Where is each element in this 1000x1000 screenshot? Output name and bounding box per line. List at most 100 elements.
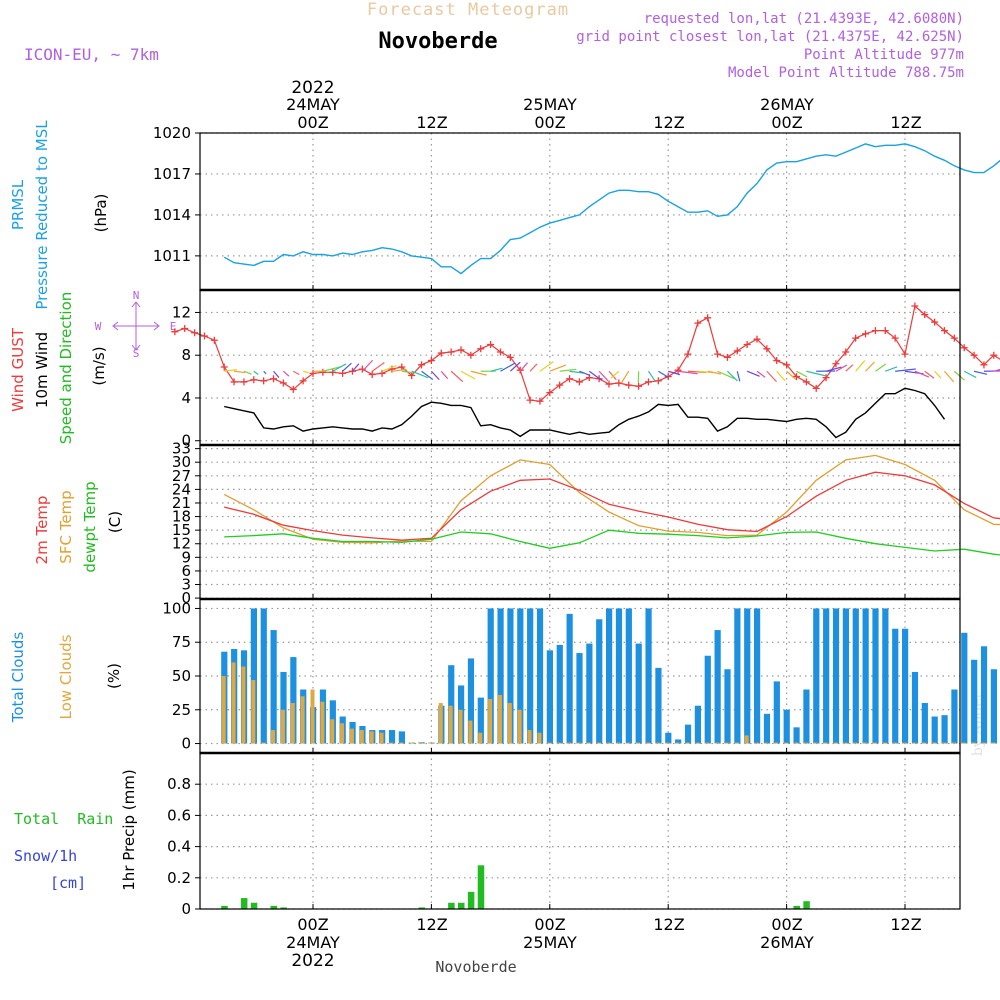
wind-direction-arrow (726, 370, 738, 382)
wind-direction-arrow (707, 370, 722, 375)
total-clouds-bar (388, 730, 396, 744)
wind-direction-arrow (559, 368, 577, 372)
temp-ytick-label: 21 (172, 494, 191, 512)
wind-gust-point (753, 335, 761, 343)
low-clouds-bar (823, 742, 828, 744)
total-clouds-bar (773, 681, 780, 744)
total-clouds-bar (823, 608, 830, 744)
temp-frame (199, 444, 961, 600)
precip-panel-labels: Total Rain Snow/1h [cm] 1hr Precip (mm) (14, 769, 138, 892)
bottom-date-2: 25MAY (523, 933, 577, 952)
wind-direction-arrow (786, 370, 796, 380)
wind-direction-arrow (352, 363, 360, 372)
low-clouds-bar (557, 742, 562, 744)
wind-gust-point (763, 345, 771, 353)
low-clouds-bar (488, 698, 493, 744)
wind-gust-point (862, 330, 870, 338)
total-clouds-bar (448, 665, 455, 744)
wind-direction-arrow (963, 370, 977, 379)
low-clouds-bar (636, 742, 641, 744)
low-clouds-bar (715, 742, 720, 744)
wind-gust-point (881, 327, 889, 335)
wind-gust-point (487, 341, 495, 349)
wind-direction-arrow (401, 370, 415, 374)
total-clouds-bar (290, 657, 297, 744)
wind-gust-point (970, 351, 978, 359)
low-clouds-bar (349, 728, 354, 744)
bottom-tick-4: 12Z (653, 915, 684, 934)
total-clouds-bar (527, 608, 534, 744)
wind-gust-point (901, 350, 909, 358)
wind-direction-arrow (647, 370, 656, 382)
total-clouds-bar (724, 669, 731, 744)
total-clouds-bar (694, 705, 701, 744)
wind-gust-point (181, 324, 189, 332)
wind-panel-labels: Wind GUST 10m Wind Speed and Direction (… (9, 289, 176, 444)
wind-gust-point (822, 374, 830, 382)
wind-direction-arrow (430, 370, 440, 381)
wind-gust-point (566, 375, 574, 383)
bottom-year: 2022 (291, 951, 334, 971)
wind-direction-arrow (608, 370, 617, 381)
low-clouds-bar (330, 719, 335, 744)
prmsl-desc-label: Pressure Reduced to MSL (33, 120, 51, 310)
low-clouds-bar (922, 742, 927, 744)
top-year: 2022 (291, 78, 334, 98)
wind-gust-point (250, 376, 258, 384)
point-altitude: Point Altitude 977m (804, 47, 964, 63)
bottom-tick-6: 12Z (890, 915, 921, 934)
wind-direction-arrow (539, 361, 554, 372)
wind-gust-point (743, 341, 751, 349)
clouds-unit: (%) (105, 663, 123, 689)
rain-bar (240, 898, 248, 909)
wind-direction-arrow (529, 363, 538, 372)
total-clouds-bar (872, 608, 879, 744)
wind-ytick-label: 8 (181, 346, 191, 364)
wind-gust-point (289, 385, 297, 393)
low-clouds-bar (971, 742, 976, 744)
low-clouds-bar (981, 742, 986, 744)
rain-bar (803, 901, 810, 909)
total-clouds-bar (744, 608, 751, 744)
top-tick-1: 00Z (297, 113, 328, 132)
wind-gust-point (200, 332, 208, 340)
low-clouds-bar (941, 742, 946, 744)
wind-direction-arrow (253, 370, 259, 375)
compass-arrows-icon (112, 301, 160, 351)
low-clouds-bar (872, 742, 877, 744)
low-clouds-bar (803, 742, 808, 744)
low-clouds-bar (724, 742, 729, 744)
wind-direction-arrow (756, 370, 766, 378)
low-clouds-bar (606, 742, 611, 744)
wind-gust-point (447, 348, 455, 356)
wind-direction-arrow (490, 367, 503, 372)
wind-gust-point (832, 360, 840, 368)
pressure-panel-labels: PRMSL Pressure Reduced to MSL (hPa) (9, 120, 110, 310)
wind-direction-arrow (500, 362, 516, 372)
wind-direction-arrow (273, 370, 280, 379)
wind-direction-arrow (233, 370, 245, 374)
wind-gust-point (575, 378, 583, 386)
pressure-unit: (hPa) (92, 194, 110, 233)
low-clouds-bar (882, 742, 887, 744)
total-clouds-bar (586, 643, 593, 744)
rain-bar (793, 905, 800, 909)
wind-gust-point (220, 363, 228, 371)
top-tick-3: 00Z (534, 113, 565, 132)
low-clouds-bar (991, 742, 996, 744)
low-clouds-bar (280, 709, 285, 744)
low-clouds-bar (576, 742, 581, 744)
pressure-ytick-label: 1014 (153, 206, 191, 224)
rain-bar (418, 907, 426, 909)
wind-gust-point (684, 350, 692, 358)
wind-gust-point (704, 314, 712, 322)
low-clouds-bar (833, 742, 838, 744)
temp-ytick-label: 27 (172, 467, 191, 485)
bottom-tick-3: 00Z (534, 915, 565, 934)
total-rain-label: Total Rain (14, 810, 113, 828)
precip-axis-label: 1hr Precip (mm) (120, 769, 138, 890)
total-clouds-bar (606, 608, 613, 744)
wind-direction-arrow (282, 370, 290, 377)
wind-gust-point (950, 334, 958, 342)
low-clouds-bar (478, 732, 483, 744)
